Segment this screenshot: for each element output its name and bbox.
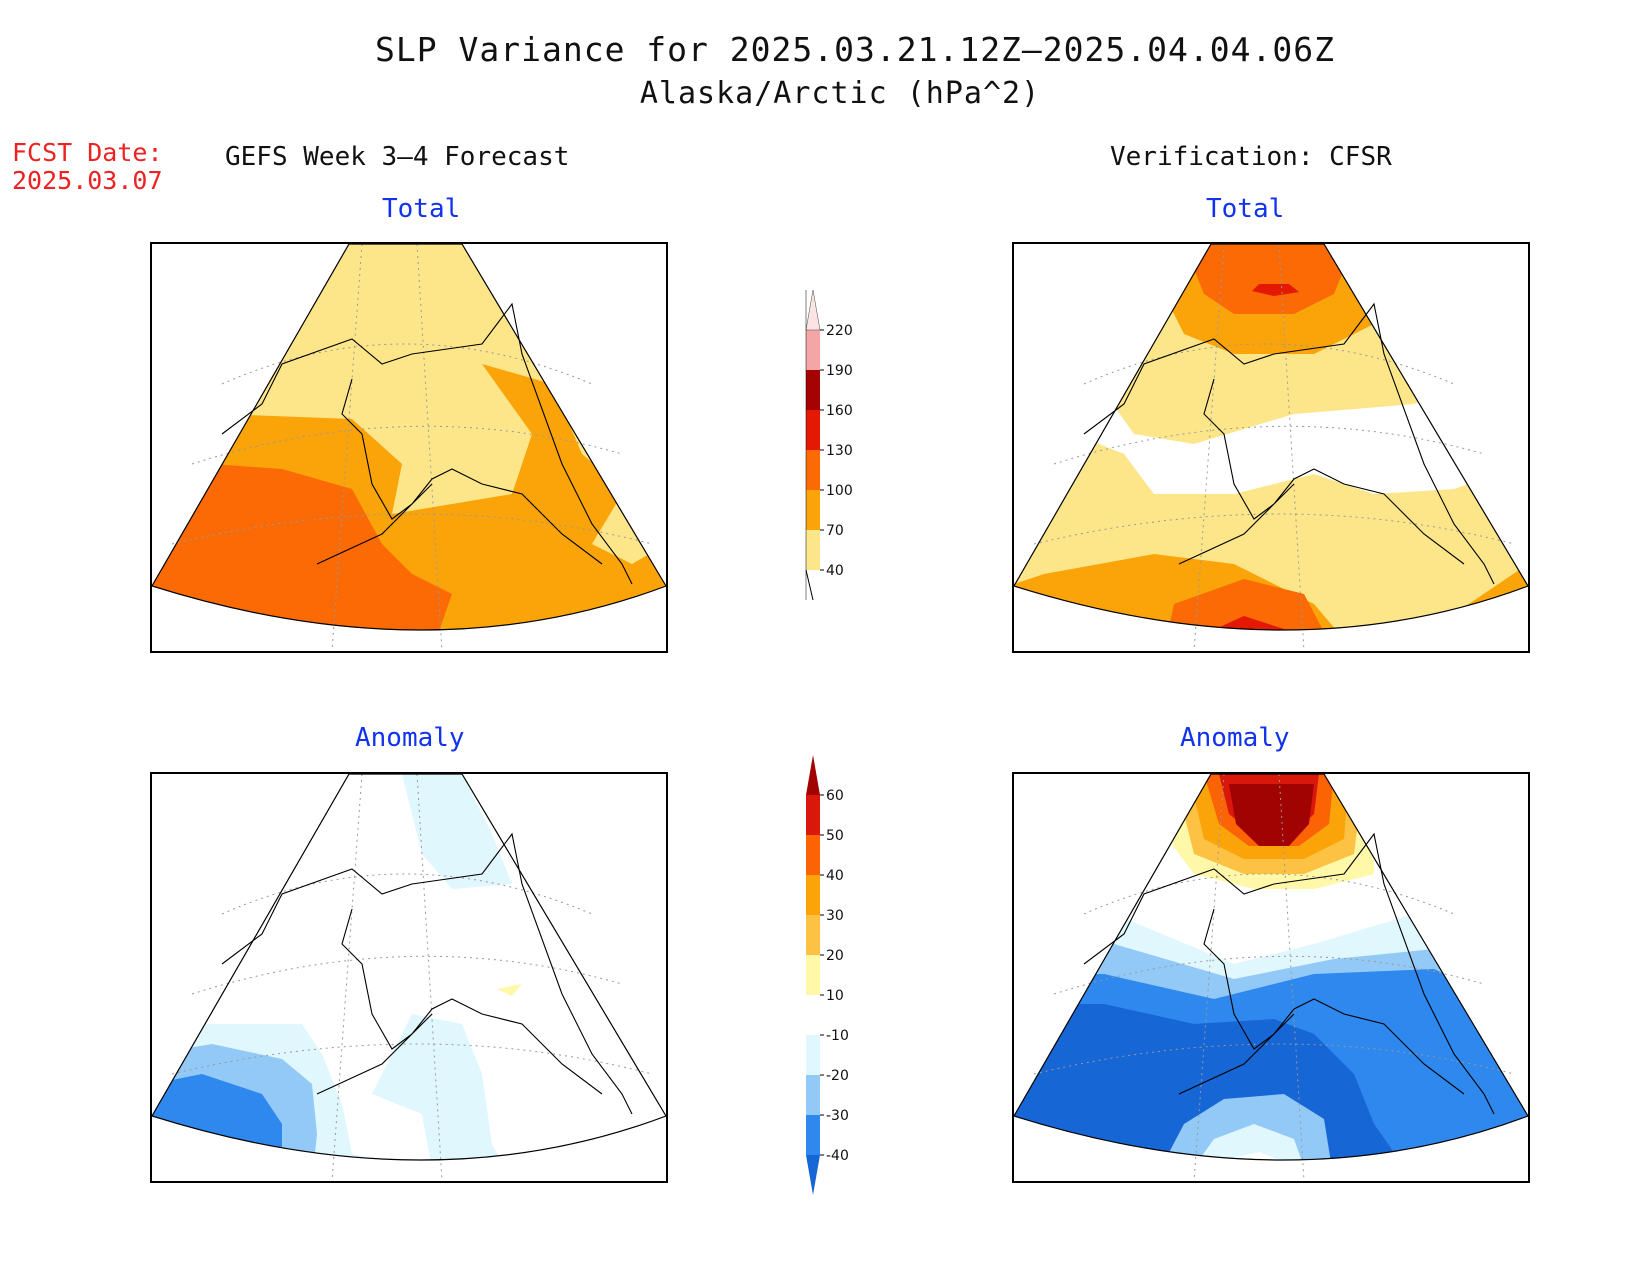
colorbar-tick-label: 190: [826, 363, 853, 379]
colorbar-swatch: [806, 1035, 820, 1075]
map-boundary: [152, 244, 666, 631]
colorbar-tick-label: 20: [826, 948, 844, 964]
forecast-anomaly-label: Anomaly: [355, 723, 465, 753]
coastline: [221, 302, 633, 585]
colorbar-swatch: [806, 370, 820, 410]
colorbar-tick-label: 40: [826, 868, 844, 884]
colorbar-tick-label: -40: [826, 1148, 849, 1164]
colorbar-swatch: [806, 915, 820, 955]
coastline: [1083, 302, 1495, 585]
coastline: [1083, 832, 1495, 1115]
colorbar-swatch: [806, 995, 820, 1035]
colorbar-swatch: [806, 1075, 820, 1115]
verification-anomaly-map: [1012, 772, 1530, 1183]
colorbar-swatch: [806, 330, 820, 370]
chart-title: SLP Variance for 2025.03.21.12Z–2025.04.…: [375, 30, 1335, 69]
map-boundary: [152, 774, 666, 1161]
graticule: [1033, 244, 1515, 651]
colorbar-end-low: [805, 569, 814, 601]
colorbar-tick-label: 10: [826, 988, 844, 1004]
colorbar-tick-label: 70: [826, 523, 844, 539]
colorbar-swatch: [806, 530, 820, 570]
colorbar-end-low: [806, 1155, 820, 1195]
colorbar-tick-label: 40: [826, 563, 844, 579]
graticule: [1033, 774, 1515, 1181]
forecast-anomaly-map: [150, 772, 668, 1183]
colorbar-swatch: [806, 450, 820, 490]
colorbar-end-high: [805, 289, 821, 331]
map-boundary: [1014, 244, 1528, 631]
forecast-total-map: [150, 242, 668, 653]
forecast-total-label: Total: [382, 194, 461, 224]
verification-total-label: Total: [1206, 194, 1285, 224]
coastline: [221, 832, 633, 1115]
colorbar-swatch: [806, 410, 820, 450]
colorbar-tick-label: 160: [826, 403, 853, 419]
left-column-heading: GEFS Week 3–4 Forecast: [225, 142, 570, 172]
colorbar-tick-label: 30: [826, 908, 844, 924]
colorbar-end-high: [806, 755, 820, 795]
fcst-date-label: FCST Date:: [12, 138, 163, 167]
colorbar-tick-label: 60: [826, 788, 844, 804]
colorbar-tick-label: 130: [826, 443, 853, 459]
colorbar-tick-label: -20: [826, 1068, 849, 1084]
graticule: [171, 244, 653, 651]
fcst-date-value: 2025.03.07: [12, 166, 163, 195]
colorbar-swatch: [806, 1115, 820, 1155]
map-boundary: [1014, 774, 1528, 1161]
colorbar-swatch: [806, 955, 820, 995]
colorbar-swatch: [806, 835, 820, 875]
colorbar-swatch: [806, 490, 820, 530]
colorbar-swatch: [806, 795, 820, 835]
graticule: [171, 774, 653, 1181]
anomaly-colorbar: 60 50 40 30 20 10 -10 -20 -30 -40: [806, 755, 849, 1195]
chart-subtitle: Alaska/Arctic (hPa^2): [639, 76, 1041, 111]
colorbar-tick-label: 50: [826, 828, 844, 844]
verification-anomaly-label: Anomaly: [1180, 723, 1290, 753]
colorbar-tick-label: -10: [826, 1028, 849, 1044]
colorbar-tick-label: 100: [826, 483, 853, 499]
right-column-heading: Verification: CFSR: [1110, 142, 1392, 172]
verification-total-map: [1012, 242, 1530, 653]
colorbar-swatch: [806, 875, 820, 915]
colorbar-tick-label: 220: [826, 323, 853, 339]
colorbar-tick-label: -30: [826, 1108, 849, 1124]
total-colorbar: 40 70 100 130 160 190 220: [805, 289, 853, 601]
